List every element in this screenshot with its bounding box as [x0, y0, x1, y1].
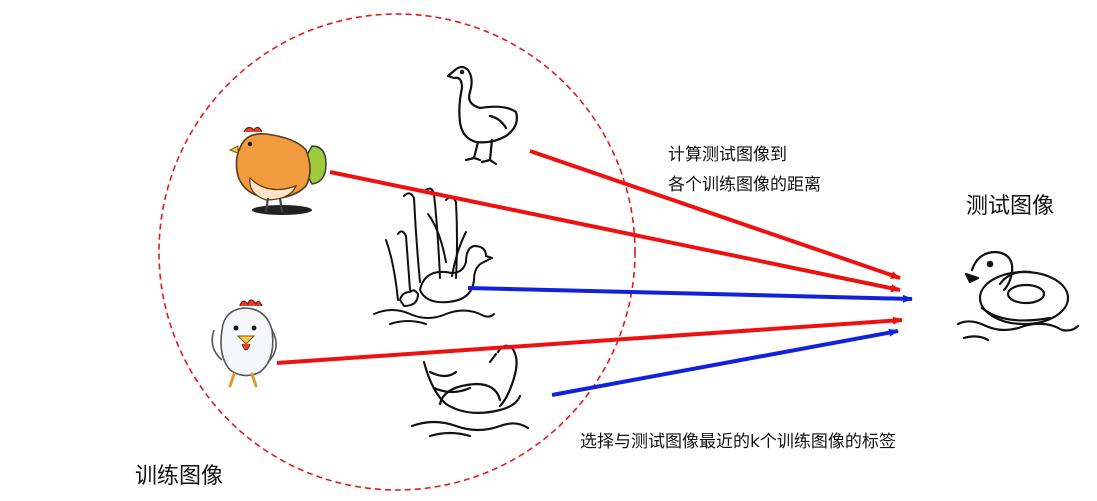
duck-family-icon: [373, 187, 495, 325]
training-images-label: 训练图像: [135, 464, 224, 489]
hen-icon: [228, 126, 327, 215]
distance-caption-line2: 各个训练图像的距离: [668, 175, 821, 195]
distance-arrow-goose: [529, 149, 901, 280]
nearest-arrow-duck-family: [467, 286, 913, 303]
distance-arrow-hen: [329, 170, 901, 293]
training-set-boundary: [158, 13, 636, 491]
rooster-icon: [211, 299, 277, 388]
test-image-label: 测试图像: [966, 194, 1055, 219]
distance-caption: 计算测试图像到 各个训练图像的距离: [668, 140, 821, 200]
distance-caption-line1: 计算测试图像到: [668, 145, 787, 165]
goose-icon: [446, 65, 518, 166]
knn-caption: 选择与测试图像最近的k个训练图像的标签: [580, 432, 896, 452]
nearest-arrow-swan: [551, 328, 899, 397]
swan-icon: [410, 344, 530, 438]
distance-arrow-rooster: [276, 316, 903, 365]
rubber-duck-icon: [956, 250, 1080, 342]
